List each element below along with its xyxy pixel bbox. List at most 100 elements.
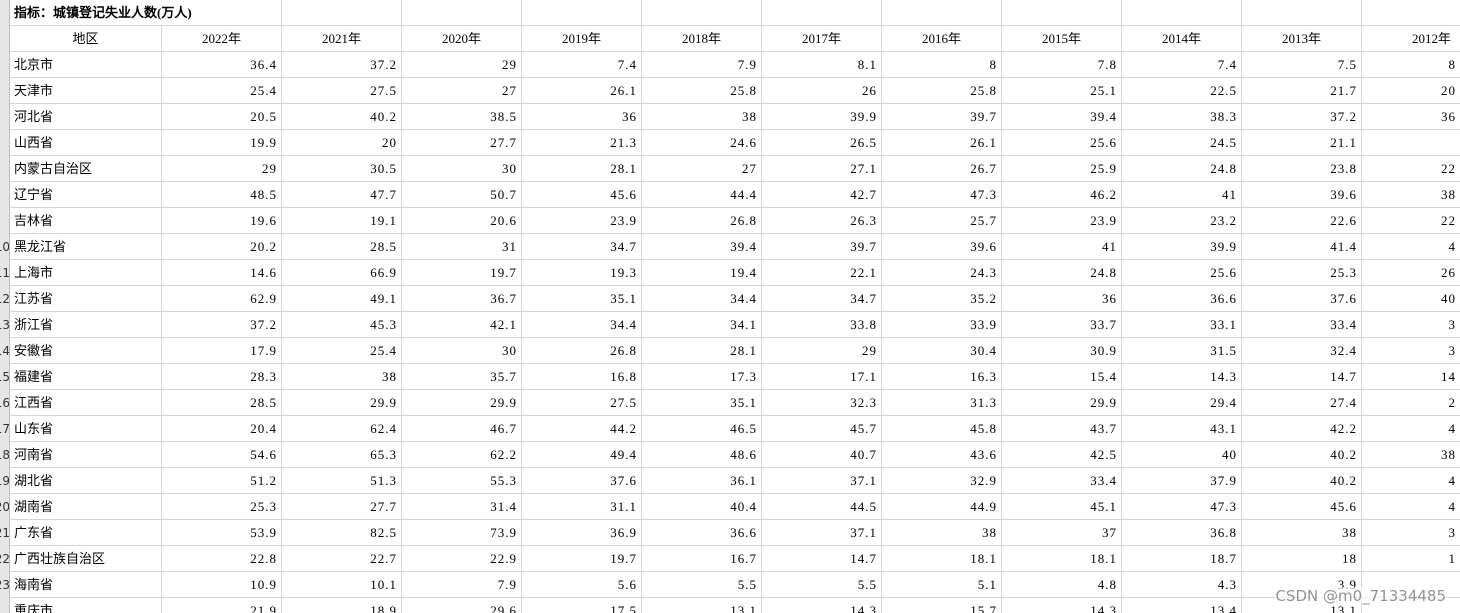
value-cell: 8: [882, 52, 1002, 78]
value-cell: 18.1: [1002, 546, 1122, 572]
value-cell: 46.7: [402, 416, 522, 442]
value-cell: 30.5: [282, 156, 402, 182]
value-cell: 39.4: [642, 234, 762, 260]
value-cell: 31.4: [402, 494, 522, 520]
value-cell: 41: [1122, 182, 1242, 208]
region-cell: 安徽省: [10, 338, 162, 364]
value-cell: 73.9: [402, 520, 522, 546]
value-cell: 5.1: [882, 572, 1002, 598]
value-cell: 28.1: [522, 156, 642, 182]
value-cell: 44.5: [762, 494, 882, 520]
value-cell: 20.2: [162, 234, 282, 260]
value-cell: 40: [1122, 442, 1242, 468]
region-cell: 重庆市: [10, 598, 162, 613]
region-cell: 江苏省: [10, 286, 162, 312]
value-cell: 27.1: [762, 156, 882, 182]
year-header: 2020年: [402, 26, 522, 52]
value-cell: 16.8: [522, 364, 642, 390]
value-cell: 21.9: [162, 598, 282, 613]
row-number: 20: [0, 500, 10, 514]
empty-cell: [882, 0, 1002, 26]
value-cell: 3: [1362, 338, 1460, 364]
value-cell: 42.1: [402, 312, 522, 338]
value-cell: 36.7: [402, 286, 522, 312]
value-cell: 26.1: [522, 78, 642, 104]
value-cell: 49.4: [522, 442, 642, 468]
region-cell: 广东省: [10, 520, 162, 546]
value-cell: 25.8: [882, 78, 1002, 104]
value-cell: 38.3: [1122, 104, 1242, 130]
value-cell: 33.1: [1122, 312, 1242, 338]
empty-cell: [402, 0, 522, 26]
value-cell: 29.6: [402, 598, 522, 613]
value-cell: 43.6: [882, 442, 1002, 468]
value-cell: 27.7: [282, 494, 402, 520]
value-cell: 4: [1362, 494, 1460, 520]
value-cell: 34.7: [522, 234, 642, 260]
region-cell: 海南省: [10, 572, 162, 598]
value-cell: 20.5: [162, 104, 282, 130]
value-cell: 28.5: [162, 390, 282, 416]
value-cell: 40.2: [1242, 442, 1362, 468]
value-cell: 37.9: [1122, 468, 1242, 494]
row-number: 19: [0, 474, 10, 488]
value-cell: 29: [402, 52, 522, 78]
value-cell: 23.2: [1122, 208, 1242, 234]
value-cell: 17.5: [522, 598, 642, 613]
value-cell: 39.7: [762, 234, 882, 260]
value-cell: 47.7: [282, 182, 402, 208]
value-cell: 19.6: [162, 208, 282, 234]
value-cell: 14.7: [762, 546, 882, 572]
value-cell: 30.4: [882, 338, 1002, 364]
value-cell: 40.2: [282, 104, 402, 130]
value-cell: 36.8: [1122, 520, 1242, 546]
value-cell: 26.3: [762, 208, 882, 234]
value-cell: 7.4: [522, 52, 642, 78]
value-cell: 7.9: [642, 52, 762, 78]
row-number: 14: [0, 344, 10, 358]
value-cell: 37.2: [162, 312, 282, 338]
region-cell: 天津市: [10, 78, 162, 104]
value-cell: 30: [402, 338, 522, 364]
year-header: 2013年: [1242, 26, 1362, 52]
empty-cell: [1002, 0, 1122, 26]
year-header: 2016年: [882, 26, 1002, 52]
value-cell: 22: [1362, 208, 1460, 234]
value-cell: 4.3: [1122, 572, 1242, 598]
value-cell: 31.1: [522, 494, 642, 520]
value-cell: 29.4: [1122, 390, 1242, 416]
region-cell: 广西壮族自治区: [10, 546, 162, 572]
value-cell: 7.8: [1002, 52, 1122, 78]
watermark: CSDN @m0_71334485: [1275, 587, 1446, 605]
empty-cell: [522, 0, 642, 26]
value-cell: 48.5: [162, 182, 282, 208]
value-cell: 36.9: [522, 520, 642, 546]
value-cell: 38: [1362, 442, 1460, 468]
row-number: 22: [0, 552, 10, 566]
region-cell: 湖北省: [10, 468, 162, 494]
value-cell: 26.1: [882, 130, 1002, 156]
value-cell: 4: [1362, 468, 1460, 494]
value-cell: 13.1: [642, 598, 762, 613]
value-cell: 38: [1362, 182, 1460, 208]
value-cell: 65.3: [282, 442, 402, 468]
value-cell: 25.7: [882, 208, 1002, 234]
value-cell: 19.7: [522, 546, 642, 572]
value-cell: 27.4: [1242, 390, 1362, 416]
value-cell: 7.4: [1122, 52, 1242, 78]
value-cell: 7.9: [402, 572, 522, 598]
region-cell: 内蒙古自治区: [10, 156, 162, 182]
value-cell: 20.6: [402, 208, 522, 234]
value-cell: 25.4: [282, 338, 402, 364]
value-cell: 24.8: [1122, 156, 1242, 182]
empty-cell: [1122, 0, 1242, 26]
value-cell: 8.1: [762, 52, 882, 78]
value-cell: 36: [1362, 104, 1460, 130]
value-cell: 38: [282, 364, 402, 390]
region-cell: 福建省: [10, 364, 162, 390]
value-cell: 29: [162, 156, 282, 182]
value-cell: 5.5: [642, 572, 762, 598]
value-cell: 45.7: [762, 416, 882, 442]
value-cell: 36: [522, 104, 642, 130]
